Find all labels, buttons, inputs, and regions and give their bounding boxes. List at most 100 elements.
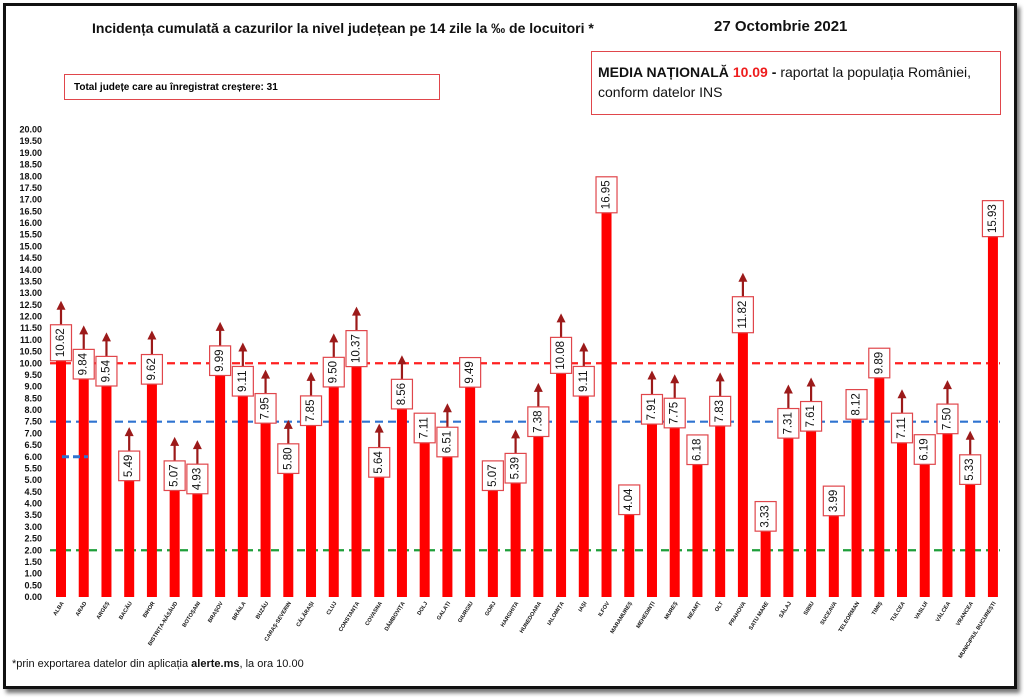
increase-arrow-head [101, 332, 111, 342]
value-label-box [413, 412, 436, 444]
category-label: GORJ [484, 601, 497, 617]
footnote-prefix: *prin exportarea datelor din aplicația [12, 658, 189, 670]
value-label: 7.11 [896, 417, 908, 439]
increase-arrow-head [306, 371, 316, 381]
bar [169, 478, 180, 597]
y-tick-label: 14.00 [19, 265, 42, 275]
report-date: 27 Octombrie 2021 [714, 18, 848, 35]
increase-arrow-head [215, 321, 225, 331]
bar [919, 452, 930, 597]
increase-arrow-head [806, 377, 816, 387]
bar [192, 481, 203, 597]
value-label-box [277, 443, 300, 475]
y-tick-label: 9.00 [24, 382, 42, 392]
category-label: TELEORMAN [838, 601, 862, 634]
bar [442, 444, 453, 597]
value-label: 7.50 [941, 408, 953, 430]
category-label: IAȘI [578, 600, 589, 613]
y-tick-label: 20.00 [19, 125, 42, 135]
value-label-box [231, 365, 254, 397]
value-label-box [254, 392, 277, 424]
bar [874, 365, 885, 597]
increase-arrow-head [238, 342, 248, 352]
bar [283, 461, 294, 597]
increase-arrow-head [397, 355, 407, 365]
footnote-suffix: , la ora 10.00 [239, 658, 304, 670]
value-label: 7.31 [782, 412, 794, 434]
value-label-box [436, 426, 459, 458]
y-tick-label: 10.00 [19, 358, 42, 368]
bar [851, 407, 862, 597]
category-label: BRĂILA [231, 600, 248, 621]
value-label-box [504, 452, 527, 484]
bar [419, 430, 430, 597]
value-label-box [345, 330, 368, 368]
increase-counter-value: 31 [266, 82, 278, 93]
category-label: SATU MARE [748, 601, 770, 632]
category-label: COVASNA [364, 601, 383, 627]
national-average-box: MEDIA NAȚIONALĂ 10.09 - raportat la popu… [591, 51, 1001, 115]
value-label: 6.18 [691, 439, 703, 461]
value-label-box [299, 395, 323, 427]
y-tick-label: 18.50 [19, 160, 42, 170]
increase-arrow-head [56, 300, 66, 310]
value-label: 6.19 [919, 438, 931, 460]
bar [646, 412, 657, 597]
value-label: 5.07 [169, 464, 181, 486]
bar [101, 374, 112, 597]
category-label: ALBA [53, 601, 66, 617]
y-tick-label: 5.50 [24, 463, 42, 473]
value-label-box [890, 412, 914, 444]
y-tick-label: 15.50 [19, 230, 42, 240]
increase-arrow-head [579, 342, 589, 352]
value-label: 5.39 [510, 457, 522, 479]
increase-arrow-head [283, 419, 293, 429]
y-tick-label: 10.50 [19, 347, 42, 357]
category-label: PRAHOVA [728, 601, 747, 627]
y-tick-label: 2.00 [24, 545, 42, 555]
increase-arrow-head [351, 306, 361, 316]
y-tick-label: 13.00 [19, 288, 42, 298]
y-tick-label: 8.50 [24, 393, 42, 403]
value-label-box [731, 296, 755, 334]
y-tick-label: 17.00 [19, 195, 42, 205]
value-label: 10.62 [55, 328, 67, 357]
increase-arrow-head [79, 325, 89, 335]
increase-arrow-head [192, 440, 202, 450]
value-label: 5.80 [282, 447, 294, 469]
value-label: 9.89 [873, 352, 885, 374]
value-label: 10.37 [350, 334, 362, 363]
category-label: OLT [714, 600, 725, 613]
y-tick-label: 14.50 [19, 253, 42, 263]
bar [374, 465, 385, 597]
value-label-box [481, 460, 504, 492]
value-label: 10.08 [555, 341, 567, 370]
value-label-box [754, 500, 777, 532]
bar [965, 472, 976, 597]
value-label: 5.64 [373, 451, 385, 474]
increase-arrow-head [783, 384, 793, 394]
value-label-box [618, 484, 641, 516]
bar [306, 413, 317, 597]
value-label: 16.95 [601, 180, 613, 209]
bar [260, 411, 271, 597]
value-label-box [663, 397, 686, 429]
bar [237, 384, 248, 597]
increase-arrow-head [170, 436, 180, 446]
value-label-box [209, 345, 232, 377]
value-label: 7.83 [714, 400, 726, 422]
value-label: 9.99 [214, 349, 226, 371]
value-label-box [595, 176, 618, 214]
value-label-box [118, 450, 141, 482]
bar [760, 519, 771, 597]
increase-arrow-head [374, 423, 384, 433]
y-tick-label: 9.50 [24, 370, 42, 380]
y-tick-label: 6.50 [24, 440, 42, 450]
bar [124, 468, 135, 597]
category-label: ILFOV [598, 601, 612, 618]
category-label: VÂLCEA [934, 600, 952, 623]
y-tick-label: 3.00 [24, 522, 42, 532]
increase-arrow-head [647, 370, 657, 380]
category-label: GALAȚI [436, 600, 452, 621]
